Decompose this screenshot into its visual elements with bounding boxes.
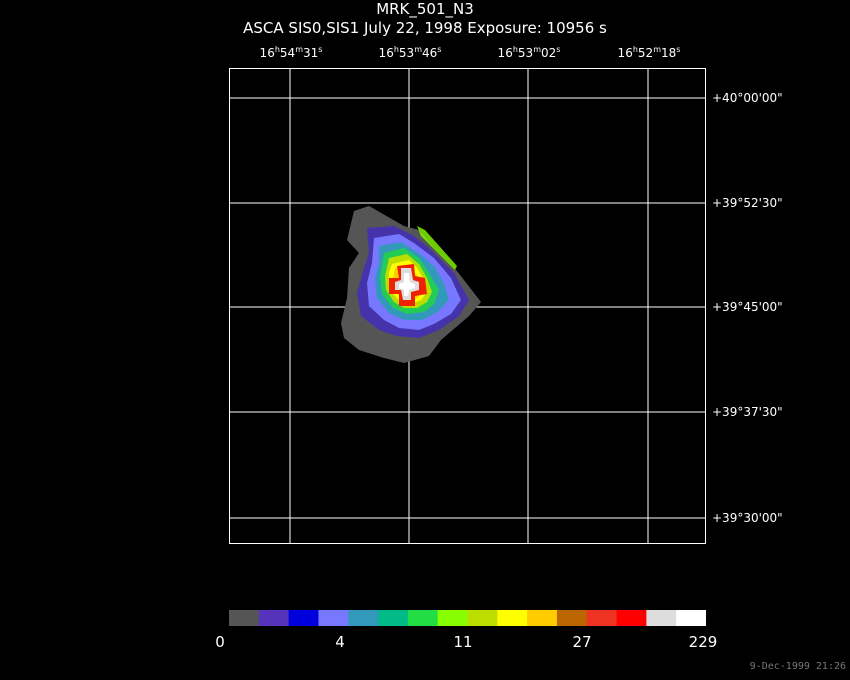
tick-marks bbox=[289, 68, 706, 519]
colorbar-segment bbox=[229, 610, 260, 626]
dec-tick-label-2: +39°52'30" bbox=[712, 196, 783, 210]
colorbar-segment bbox=[348, 610, 379, 626]
colorbar-segment bbox=[497, 610, 528, 626]
dec-tick-label-5: +39°30'00" bbox=[712, 511, 783, 525]
colorbar-label-2: 4 bbox=[335, 633, 345, 651]
colorbar-segment bbox=[437, 610, 468, 626]
colorbar-label-5: 229 bbox=[688, 633, 718, 651]
ra-tick-label-4: 16h52m18s bbox=[617, 45, 681, 60]
colorbar-label-4: 27 bbox=[572, 633, 592, 651]
colorbar-label-1: 0 bbox=[215, 633, 225, 651]
colorbar-label-3: 11 bbox=[453, 633, 473, 651]
colorbar-segment bbox=[616, 610, 647, 626]
dec-tick-label-3: +39°45'00" bbox=[712, 300, 783, 314]
ra-tick-label-1: 16h54m31s bbox=[259, 45, 323, 60]
colorbar-segment bbox=[407, 610, 439, 626]
ra-tick-label-2: 16h53m46s bbox=[378, 45, 442, 60]
colorbar-segment bbox=[378, 610, 409, 626]
exposure-edge bbox=[334, 411, 601, 519]
sky-image-panel bbox=[229, 68, 706, 544]
plot-subtitle: ASCA SIS0,SIS1 July 22, 1998 Exposure: 1… bbox=[243, 19, 607, 37]
colorbar-segment bbox=[318, 610, 349, 626]
colorbar-segment bbox=[467, 610, 498, 626]
plot-title: MRK_501_N3 bbox=[376, 0, 474, 18]
ra-tick-label-3: 16h53m02s bbox=[497, 45, 561, 60]
dec-tick-label-4: +39°37'30" bbox=[712, 405, 783, 419]
colorbar-segment bbox=[676, 610, 706, 626]
colorbar-segment bbox=[527, 610, 558, 626]
timestamp: 9-Dec-1999 21:26 bbox=[749, 661, 846, 672]
colorbar-segment bbox=[288, 610, 319, 626]
xray-source-image bbox=[341, 206, 481, 363]
dec-tick-label-1: +40°00'00" bbox=[712, 91, 783, 105]
colorbar-segment bbox=[646, 610, 677, 626]
colorbar-segment bbox=[556, 610, 588, 626]
colorbar-segment bbox=[258, 610, 290, 626]
colorbar bbox=[229, 610, 706, 626]
colorbar-segment bbox=[586, 610, 618, 626]
